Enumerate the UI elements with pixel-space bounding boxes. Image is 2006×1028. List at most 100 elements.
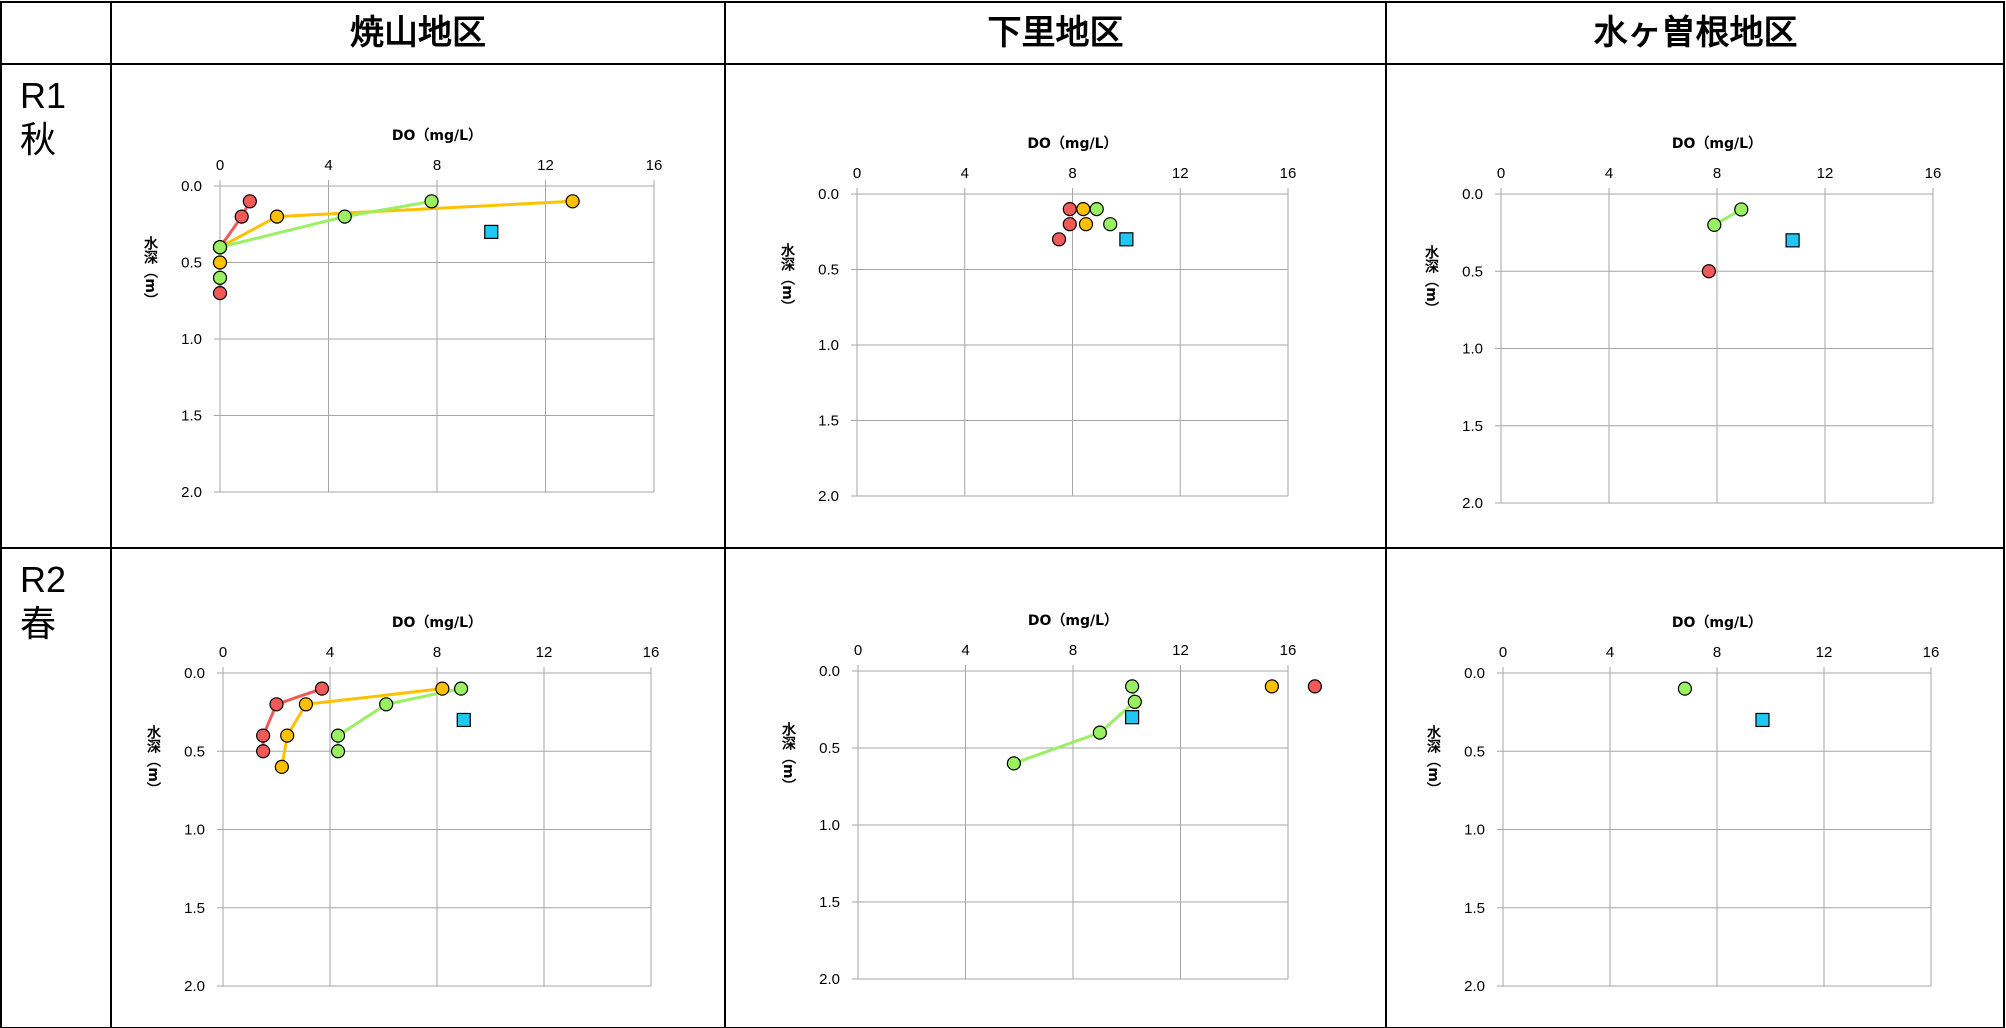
x-tick-label: 4 xyxy=(324,157,332,174)
row-label-r2: R2 春 xyxy=(20,558,66,646)
x-tick-label: 16 xyxy=(1280,165,1297,182)
y-tick-label: 0.0 xyxy=(819,663,840,680)
y-tick-label: 1.5 xyxy=(181,408,202,425)
x-tick-label: 12 xyxy=(1172,642,1189,659)
x-tick-label: 0 xyxy=(219,644,227,661)
reference-square-marker xyxy=(1755,712,1770,728)
data-point-orange xyxy=(435,681,450,696)
x-tick-label: 8 xyxy=(1068,165,1076,182)
data-point-red xyxy=(242,194,257,209)
x-tick-label: 12 xyxy=(1817,165,1834,182)
row-label-year: R1 xyxy=(20,75,67,116)
data-point-green xyxy=(1677,681,1693,696)
y-tick-label: 1.0 xyxy=(181,331,202,348)
y-tick-label: 1.5 xyxy=(819,894,840,911)
y-tick-label: 0.0 xyxy=(181,178,202,195)
y-tick-label: 1.0 xyxy=(184,822,205,839)
data-point-green xyxy=(1127,694,1142,709)
y-tick-label: 0.5 xyxy=(181,255,202,272)
y-tick-label: 0.5 xyxy=(819,740,840,757)
series-line-green xyxy=(1013,686,1137,765)
x-tick-label: 4 xyxy=(1605,165,1613,182)
x-tick-label: 12 xyxy=(1172,165,1189,182)
x-axis-title: DO（mg/L） xyxy=(1672,615,1762,631)
x-tick-label: 12 xyxy=(1816,644,1833,661)
data-point-orange xyxy=(565,194,580,209)
x-axis-title: DO（mg/L） xyxy=(392,128,482,144)
column-header-shimosato: 下里地区 xyxy=(987,13,1124,53)
y-tick-label: 0.5 xyxy=(818,262,839,279)
data-point-orange xyxy=(274,759,289,775)
data-point-green xyxy=(330,728,346,743)
y-tick-label: 1.5 xyxy=(1462,418,1483,435)
y-tick-label: 0.0 xyxy=(1464,665,1485,682)
y-tick-label: 0.5 xyxy=(1464,743,1485,760)
y-tick-label: 1.0 xyxy=(819,817,840,834)
data-point-green xyxy=(453,681,469,696)
y-tick-label: 1.5 xyxy=(184,900,205,917)
data-point-green xyxy=(212,270,228,285)
x-tick-label: 8 xyxy=(1713,165,1721,182)
data-point-red xyxy=(212,286,228,301)
x-tick-label: 8 xyxy=(433,157,441,174)
series-line-red xyxy=(261,687,323,752)
y-axis-title: 水深（m） xyxy=(142,236,159,307)
data-point-green xyxy=(212,240,228,255)
data-point-red xyxy=(314,681,330,696)
column-header-mizugasone: 水ヶ曽根地区 xyxy=(1593,13,1798,53)
data-point-green xyxy=(330,744,346,759)
y-tick-label: 0.0 xyxy=(1462,186,1483,203)
data-point-green xyxy=(1092,725,1107,740)
x-tick-label: 0 xyxy=(854,642,862,659)
data-point-green xyxy=(379,697,394,712)
data-point-red xyxy=(1701,264,1717,279)
data-point-green xyxy=(1125,679,1140,694)
y-tick-label: 0.5 xyxy=(184,743,205,760)
y-tick-label: 2.0 xyxy=(184,978,205,995)
reference-square-marker xyxy=(484,224,499,239)
data-point-red xyxy=(1051,232,1067,247)
y-tick-label: 0.0 xyxy=(184,665,205,682)
y-axis-title: 水深（m） xyxy=(1425,725,1442,796)
y-tick-label: 1.0 xyxy=(818,337,839,354)
x-axis-title: DO（mg/L） xyxy=(1027,136,1117,152)
y-axis-title: 水深（m） xyxy=(780,721,797,792)
data-point-green xyxy=(337,209,352,224)
y-tick-label: 2.0 xyxy=(818,488,839,505)
x-tick-label: 16 xyxy=(1923,644,1940,661)
x-tick-label: 8 xyxy=(1713,644,1721,661)
x-tick-label: 16 xyxy=(643,644,660,661)
y-tick-label: 2.0 xyxy=(819,971,840,988)
data-point-red xyxy=(1062,217,1077,232)
x-tick-label: 4 xyxy=(961,165,969,182)
data-point-orange xyxy=(269,209,285,224)
data-point-green xyxy=(424,194,439,209)
y-tick-label: 1.0 xyxy=(1464,822,1485,839)
row-label-year: R2 xyxy=(20,559,67,600)
data-point-green xyxy=(1006,756,1021,771)
column-header-yakeyama: 焼山地区 xyxy=(350,13,486,53)
data-point-orange xyxy=(212,255,228,270)
y-tick-label: 1.0 xyxy=(1462,341,1483,358)
data-point-green xyxy=(1707,217,1722,232)
x-tick-label: 12 xyxy=(536,644,553,661)
data-point-orange xyxy=(1078,217,1094,232)
x-tick-label: 16 xyxy=(1925,165,1942,182)
row-label-season: 秋 xyxy=(20,119,57,160)
y-axis-title: 水深（m） xyxy=(1423,245,1440,316)
x-tick-label: 16 xyxy=(646,157,663,174)
x-tick-label: 0 xyxy=(853,165,861,182)
reference-square-marker xyxy=(1119,232,1134,247)
y-tick-label: 0.0 xyxy=(818,186,839,203)
x-axis-title: DO（mg/L） xyxy=(1672,136,1762,152)
data-point-green xyxy=(1089,202,1104,217)
data-point-red xyxy=(256,744,271,759)
x-axis-title: DO（mg/L） xyxy=(1028,613,1118,629)
data-point-red xyxy=(234,209,249,224)
x-tick-label: 0 xyxy=(1497,165,1505,182)
data-point-orange xyxy=(298,697,314,712)
